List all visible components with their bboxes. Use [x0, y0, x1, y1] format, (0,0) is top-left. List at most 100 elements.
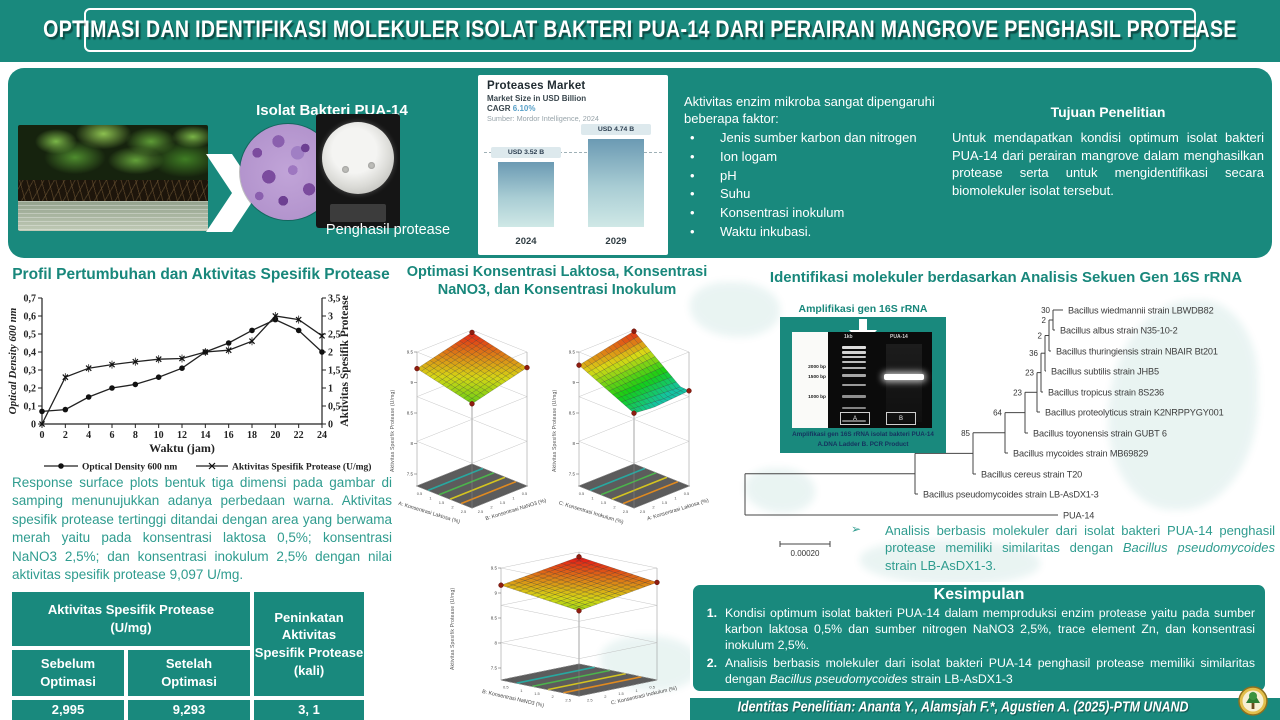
svg-text:Bacillus thuringiensis strain: Bacillus thuringiensis strain NBAIR Bt20…: [1056, 346, 1218, 356]
surface-plot-2: 7.5 8 8.5 9 9.5 0.5 2.5 1 2 1.5 1.5 2 1 2.5 0.5 Aktivi…: [552, 296, 716, 528]
svg-text:0,5: 0,5: [328, 402, 341, 413]
gel-box-b-label: B: [886, 412, 916, 425]
svg-text:9: 9: [494, 591, 497, 596]
surface1-z-label: Aktivitas Spesifik Protease (U/mg): [390, 389, 396, 472]
svg-text:1: 1: [512, 496, 515, 501]
svg-text:2: 2: [328, 348, 333, 359]
market-year-2029: 2029: [605, 236, 627, 247]
results-table: Aktivitas Spesifik Protease (U/mg) Penin…: [12, 592, 364, 720]
svg-text:0.5: 0.5: [684, 491, 690, 496]
pcr-product-band: [884, 374, 924, 380]
dna-ladder-lane: [842, 344, 866, 428]
svg-text:0.5: 0.5: [503, 685, 509, 690]
market-year-2024: 2024: [515, 236, 537, 247]
svg-text:24: 24: [317, 430, 327, 441]
svg-text:3,5: 3,5: [328, 294, 341, 305]
svg-text:2: 2: [63, 430, 68, 441]
growth-section-title: Profil Pertumbuhan dan Aktivitas Spesifi…: [12, 266, 390, 283]
svg-text:1.5: 1.5: [662, 500, 668, 505]
svg-text:0,6: 0,6: [24, 312, 37, 323]
petri-tray: [330, 204, 386, 222]
svg-text:0: 0: [328, 420, 333, 431]
growth-line-chart: 00,10,20,30,40,50,60,700,511,522,533,50 2…: [7, 294, 371, 473]
conclusion-box: Kesimpulan 1. Kondisi optimum isolat bak…: [690, 582, 1268, 694]
svg-text:2: 2: [490, 504, 493, 509]
market-dashed-line: [484, 152, 662, 153]
svg-text:16: 16: [224, 430, 234, 441]
svg-text:14: 14: [200, 430, 210, 441]
conclusion-heading: Kesimpulan: [933, 586, 1025, 603]
svg-text:7.5: 7.5: [407, 472, 414, 477]
objective-block: Tujuan Penelitian Untuk mendapatkan kond…: [952, 104, 1264, 199]
svg-text:0.00020: 0.00020: [791, 549, 820, 558]
introduction-panel: Isolat Bakteri PUA-14 Penghasil protease…: [8, 68, 1272, 258]
svg-text:Aktivitas Spesifik Protease (U: Aktivitas Spesifik Protease (U/mg): [232, 462, 371, 473]
mangrove-photo: [18, 125, 208, 231]
factors-block: Aktivitas enzim mikroba sangat dipengaru…: [684, 94, 954, 241]
svg-text:2.5: 2.5: [478, 509, 484, 514]
svg-text:Bacillus subtilis strain JHB5: Bacillus subtilis strain JHB5: [1051, 366, 1159, 376]
svg-text:2: 2: [551, 694, 554, 699]
svg-text:1.5: 1.5: [500, 500, 506, 505]
svg-text:Bacillus tropicus strain 8S236: Bacillus tropicus strain 8S236: [1048, 387, 1164, 397]
gel-box-a-label: A: [840, 412, 870, 425]
table-subheader-before: Sebelum Optimasi: [12, 650, 124, 696]
ladder-band: [842, 351, 866, 354]
svg-text:Optical Density 600 nm: Optical Density 600 nm: [82, 463, 177, 473]
svg-text:1: 1: [429, 496, 432, 501]
factor-item: • Waktu inkubasi.: [690, 224, 812, 240]
factors-intro: Aktivitas enzim mikroba sangat dipengaru…: [684, 94, 935, 126]
svg-text:2: 2: [604, 694, 607, 699]
svg-text:Waktu (jam): Waktu (jam): [149, 441, 215, 455]
petri-dish: [322, 122, 394, 194]
producer-label: Penghasil protease: [325, 222, 451, 238]
svg-text:9.5: 9.5: [569, 350, 576, 355]
cagr-value: 6.10%: [512, 104, 536, 113]
svg-text:0,5: 0,5: [24, 330, 37, 341]
footer-bar: Identitas Penelitian: Ananta Y., Alamsja…: [690, 686, 1280, 720]
conclusion-item-1: 1. Kondisi optimum isolat bakteri PUA-14…: [706, 606, 1255, 653]
watermark-shape: [1108, 300, 1258, 510]
ladder-band: [842, 395, 866, 398]
svg-text:2: 2: [451, 504, 454, 509]
svg-text:2.5: 2.5: [587, 697, 593, 702]
svg-text:9.5: 9.5: [491, 566, 498, 571]
market-title: Proteases Market: [487, 80, 586, 92]
watermark-shape: [860, 540, 1040, 585]
svg-text:9.5: 9.5: [407, 350, 414, 355]
svg-text:0,2: 0,2: [24, 384, 37, 395]
gel-marker-strip: 2000 bp 1500 bp 1000 bp: [792, 332, 828, 428]
svg-text:1: 1: [328, 384, 333, 395]
watermark-shape: [745, 468, 815, 513]
svg-text:0.5: 0.5: [522, 491, 528, 496]
svg-text:Bacillus proteolyticus strain: Bacillus proteolyticus strain K2NRPPYGY0…: [1045, 407, 1224, 417]
footer-credits: Identitas Penelitian: Ananta Y., Alamsja…: [737, 698, 1189, 715]
svg-text:Bacillus cereus strain T20: Bacillus cereus strain T20: [981, 469, 1082, 479]
table-value-before: 2,995: [12, 700, 124, 720]
ladder-band: [842, 361, 866, 363]
analysis-note-text: Analisis berbasis molekuler dari isolat …: [885, 523, 1275, 573]
svg-text:2: 2: [1042, 316, 1047, 325]
svg-text:Aktivitas Spesifik Protease: Aktivitas Spesifik Protease: [339, 295, 351, 426]
svg-text:2: 2: [613, 504, 616, 509]
watermark-shape: [690, 282, 780, 337]
ladder-band: [842, 420, 866, 422]
svg-text:23: 23: [1025, 369, 1034, 378]
svg-text:2.5: 2.5: [461, 509, 467, 514]
optimization-section-title: Optimasi Konsentrasi Laktosa, Konsentras…: [406, 264, 708, 299]
market-bar-chart: USD 3.52 B USD 4.74 B 2024 2029: [484, 123, 662, 251]
table-header-increase: Peninkatan Aktivitas Spesifik Protease (…: [254, 592, 364, 696]
svg-text:1: 1: [674, 496, 677, 501]
svg-text:8.5: 8.5: [569, 411, 576, 416]
surface-plot-3: 7.5 8 8.5 9 9.5 0.5 2.5 1 2 1.5 1.5 2 1 2.5 0.5 Aktivi…: [448, 524, 710, 716]
svg-text:1.5: 1.5: [618, 691, 624, 696]
svg-text:1: 1: [591, 496, 594, 501]
svg-text:Bacillus wiedmannii strain LBW: Bacillus wiedmannii strain LBWDB82: [1068, 305, 1214, 315]
unand-logo: [1238, 686, 1268, 720]
poster-title: OPTIMASI DAN IDENTIFIKASI MOLEKULER ISOL…: [43, 15, 1237, 43]
gel-caption-line1: Amplifikasi gen 16S rRNA isolat bakteri …: [792, 431, 934, 438]
svg-text:8.5: 8.5: [491, 616, 498, 621]
svg-text:85: 85: [961, 429, 970, 438]
svg-text:0,1: 0,1: [24, 402, 37, 413]
